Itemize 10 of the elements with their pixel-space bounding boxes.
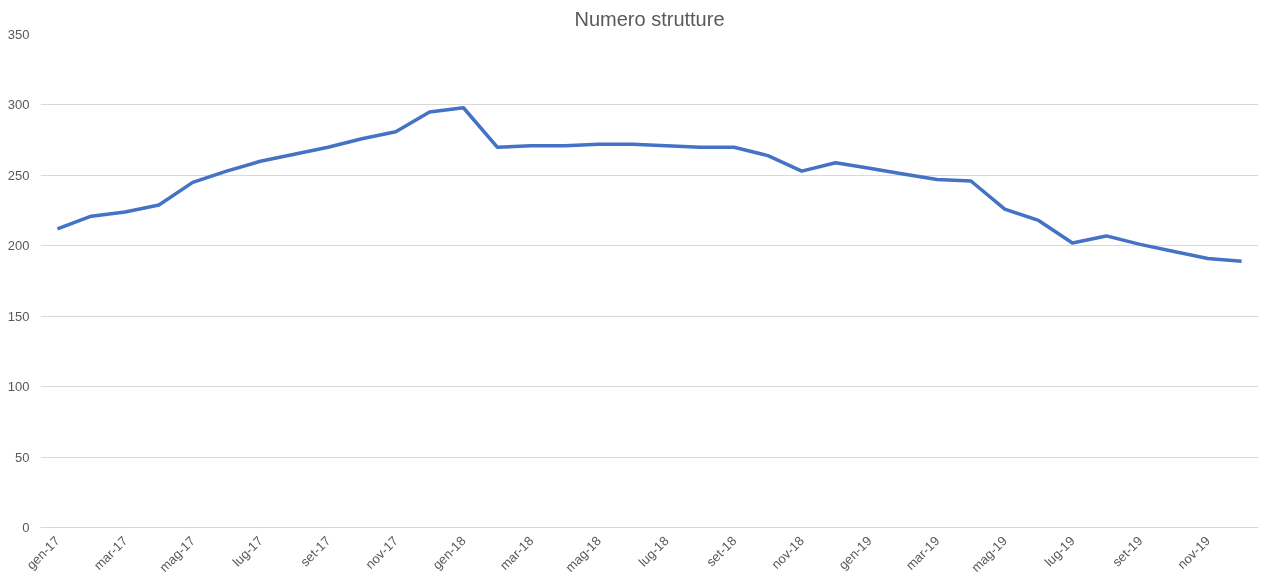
chart-title: Numero strutture (574, 7, 725, 30)
y-tick-label: 100 (7, 379, 30, 395)
y-tick-label: 350 (7, 27, 30, 42)
y-tick-label: 150 (7, 308, 30, 324)
line-series (55, 106, 1244, 264)
y-tick-label: 200 (7, 238, 30, 254)
y-tick-label: 0 (22, 520, 30, 535)
y-tick-label: 300 (7, 97, 30, 113)
y-tick-label: 50 (15, 449, 30, 465)
y-tick-label: 250 (7, 167, 30, 183)
